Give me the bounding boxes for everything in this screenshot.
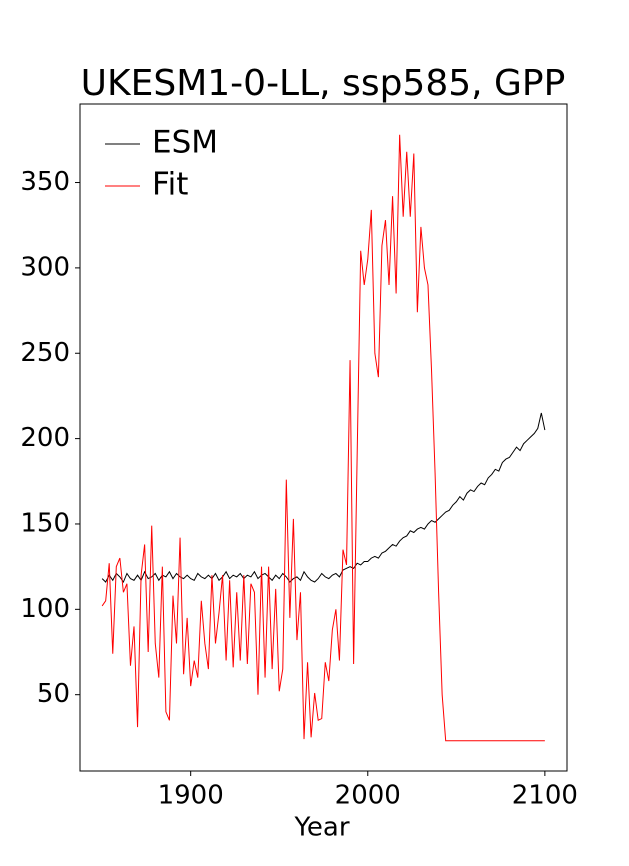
plot-area [101,134,546,742]
x-tick-label: 2100 [512,781,578,811]
x-axis-label: Year [293,813,349,843]
axes-frame [79,103,568,772]
y-tick-label: 100 [20,594,70,624]
legend-label: Fit [152,167,188,203]
y-tick-label: 150 [20,508,70,538]
line-series [101,412,546,584]
legend-label: ESM [152,125,218,161]
x-tick-label: 1900 [158,781,224,811]
y-tick-label: 200 [20,423,70,453]
chart-title: UKESM1-0-LL, ssp585, GPP [81,63,566,104]
x-tick-label: 2000 [335,781,401,811]
y-tick-label: 50 [37,679,70,709]
line-series [101,134,545,742]
y-tick-label: 250 [20,338,70,368]
y-tick-label: 350 [20,167,70,197]
y-tick-label: 300 [20,252,70,282]
